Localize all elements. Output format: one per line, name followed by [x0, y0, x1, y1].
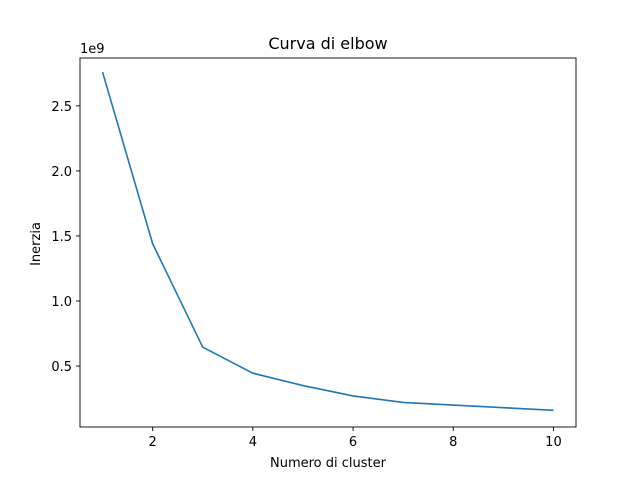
chart-title: Curva di elbow: [268, 34, 387, 53]
x-tick-label: 4: [249, 435, 257, 450]
x-tick-label: 10: [545, 435, 562, 450]
plot-area: [79, 57, 577, 428]
x-tick-label: 2: [149, 435, 157, 450]
y-tick-label: 2.5: [51, 100, 72, 115]
y-tick-label: 1.0: [51, 295, 72, 310]
x-axis: 2 4 6 8 10: [149, 427, 562, 450]
x-axis-label: Numero di cluster: [270, 456, 387, 471]
y-offset-label: 1e9: [80, 42, 105, 57]
x-tick-label: 6: [349, 435, 357, 450]
x-tick-label: 8: [449, 435, 457, 450]
plot-frame: [79, 57, 577, 428]
y-axis-label: Inerzia: [29, 222, 44, 266]
y-tick-label: 2.0: [51, 165, 72, 180]
y-tick-label: 0.5: [51, 360, 72, 375]
y-axis: 0.5 1.0 1.5 2.0 2.5: [51, 100, 80, 375]
y-tick-label: 1.5: [51, 230, 72, 245]
series-line: [101, 71, 554, 412]
